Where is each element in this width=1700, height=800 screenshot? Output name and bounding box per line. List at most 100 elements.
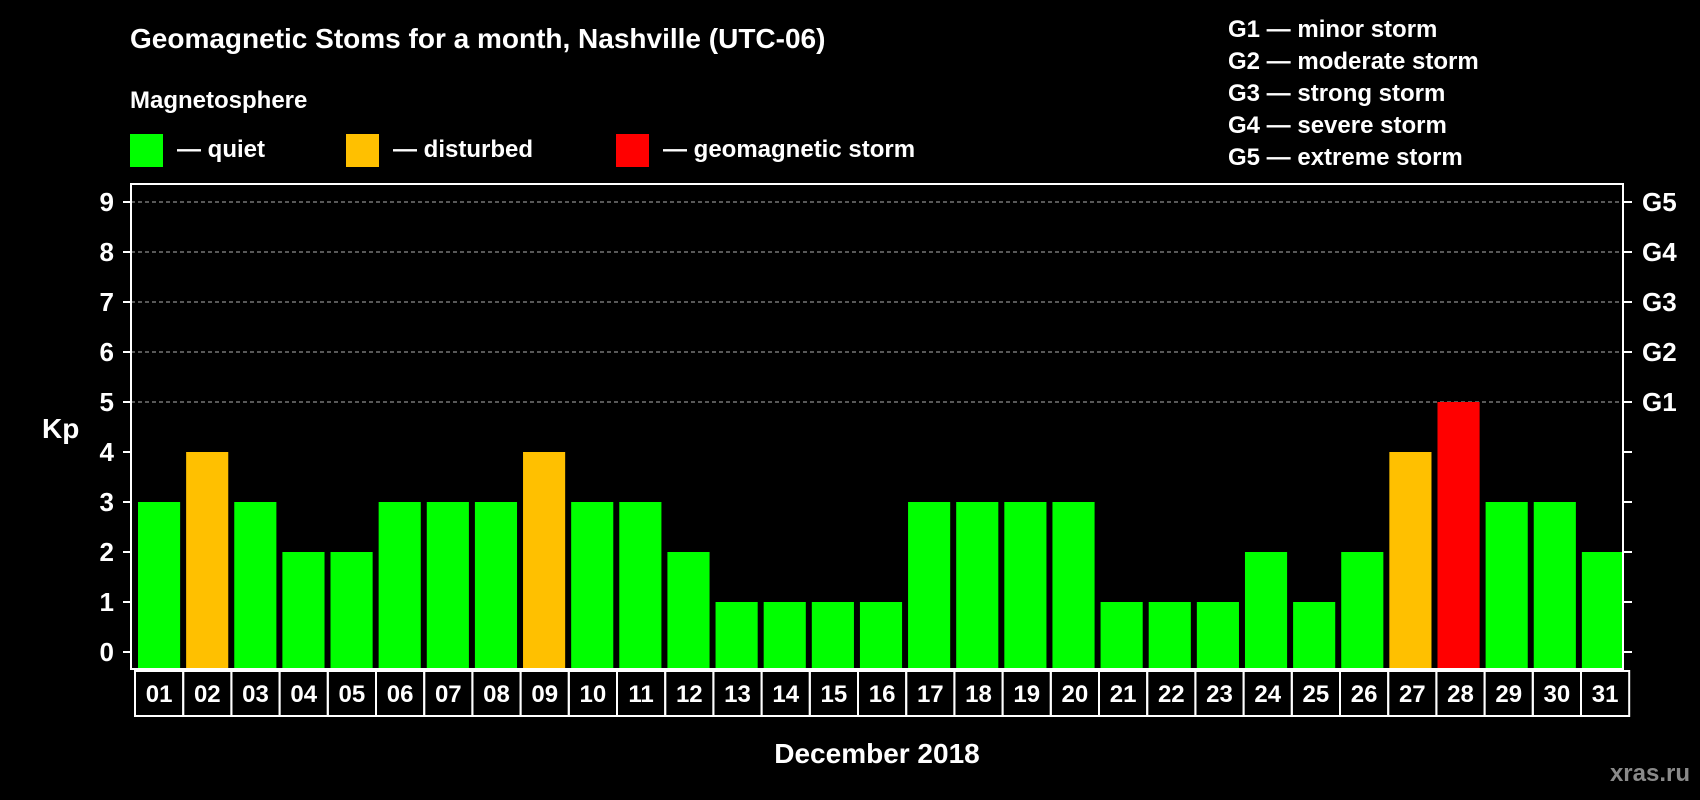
bar [1148,602,1191,669]
day-label: 19 [1013,681,1040,708]
bar [234,502,277,669]
day-label: 26 [1351,681,1378,708]
day-label: 24 [1254,681,1281,708]
g-tick-label: G5 [1642,187,1677,217]
bar [811,602,854,669]
g-scale-ticks: G1 G2 G3 G4 G5 [1623,187,1677,653]
bar [474,502,518,669]
day-label: 21 [1110,681,1137,708]
y-tick-label: 5 [100,387,114,417]
storm-scale-item: G3 — strong storm [1228,80,1445,107]
bar [859,602,903,669]
y-axis-label: Kp [42,413,79,444]
bar [138,502,181,669]
bar [186,452,229,669]
day-label: 12 [676,681,703,708]
y-tick-label: 9 [100,187,114,217]
day-label: 09 [531,681,558,708]
g-tick-label: G3 [1642,287,1677,317]
day-label: 08 [483,681,510,708]
bar [426,502,469,669]
y-axis-ticks: 0 1 2 3 4 5 6 7 8 9 [100,187,131,667]
day-label: 25 [1303,681,1330,708]
y-tick-label: 6 [100,337,114,367]
legend-swatch [616,134,649,167]
x-axis-day-labels: 01 02 03 04 05 06 07 08 09 10 11 12 13 14 15 16 17 18 19 20… [134,670,1631,717]
day-label: 30 [1544,681,1571,708]
storm-scale-item: G1 — minor storm [1228,16,1437,43]
x-axis-label: December 2018 [774,738,979,769]
day-label: 05 [339,681,366,708]
day-label: 31 [1592,681,1619,708]
plot-frame [130,183,1624,670]
day-label: 22 [1158,681,1185,708]
bar [667,552,710,669]
day-label: 03 [242,681,269,708]
storm-scale-item: G5 — extreme storm [1228,144,1463,171]
bar [378,502,421,669]
storm-scale-item: G4 — severe storm [1228,112,1447,139]
g-tick-label: G1 [1642,387,1677,417]
bar [1100,602,1143,669]
chart-subtitle: Magnetosphere [130,87,307,114]
storm-scale-legend: G1 — minor storm G2 — moderate storm G3 — … [1228,16,1479,171]
day-label: 13 [724,681,751,708]
y-tick-label: 1 [100,587,114,617]
bar [908,502,951,669]
y-tick-label: 0 [100,637,114,667]
g-tick-label: G4 [1642,237,1677,267]
g-tick-label: G2 [1642,337,1677,367]
y-tick-label: 8 [100,237,114,267]
day-label: 07 [435,681,462,708]
y-tick-label: 3 [100,487,114,517]
bar [1244,552,1288,669]
y-tick-label: 7 [100,287,114,317]
bar [1581,552,1624,669]
day-label: 14 [772,681,799,708]
bar [763,602,806,669]
y-tick-label: 4 [100,437,115,467]
bar [1389,452,1432,669]
day-label: 23 [1206,681,1233,708]
legend-swatch [346,134,379,167]
day-label: 04 [290,681,317,708]
bar [330,552,373,669]
day-label: 20 [1062,681,1089,708]
legend-label: — disturbed [393,136,533,163]
bar [1052,502,1095,669]
legend-label: — quiet [177,136,265,163]
day-label: 01 [146,681,173,708]
bar [1004,502,1047,669]
bar [956,502,999,669]
day-label: 18 [965,681,992,708]
day-label: 02 [194,681,221,708]
watermark: xras.ru [1610,760,1690,787]
chart-title: Geomagnetic Stoms for a month, Nashville… [130,23,825,54]
bar [571,502,614,669]
day-label: 15 [821,681,848,708]
day-label: 16 [869,681,896,708]
day-label: 28 [1447,681,1474,708]
storm-scale-item: G2 — moderate storm [1228,48,1479,75]
legend: — quiet — disturbed — geomagnetic storm [130,134,915,167]
legend-label: — geomagnetic storm [663,136,915,163]
bar [715,602,758,669]
legend-swatch [130,134,163,167]
bars [138,402,1624,669]
day-label: 27 [1399,681,1426,708]
bar [619,502,662,669]
bar [1196,602,1239,669]
y-tick-label: 2 [100,537,114,567]
day-label: 29 [1495,681,1522,708]
grid-lines [131,201,1623,403]
day-label: 17 [917,681,944,708]
day-label: 11 [628,681,653,708]
bar [1437,402,1480,669]
bar [282,552,325,669]
bar [1533,502,1576,669]
day-label: 10 [580,681,607,708]
bar [523,452,566,669]
bar [1341,552,1384,669]
bar [1293,602,1336,669]
